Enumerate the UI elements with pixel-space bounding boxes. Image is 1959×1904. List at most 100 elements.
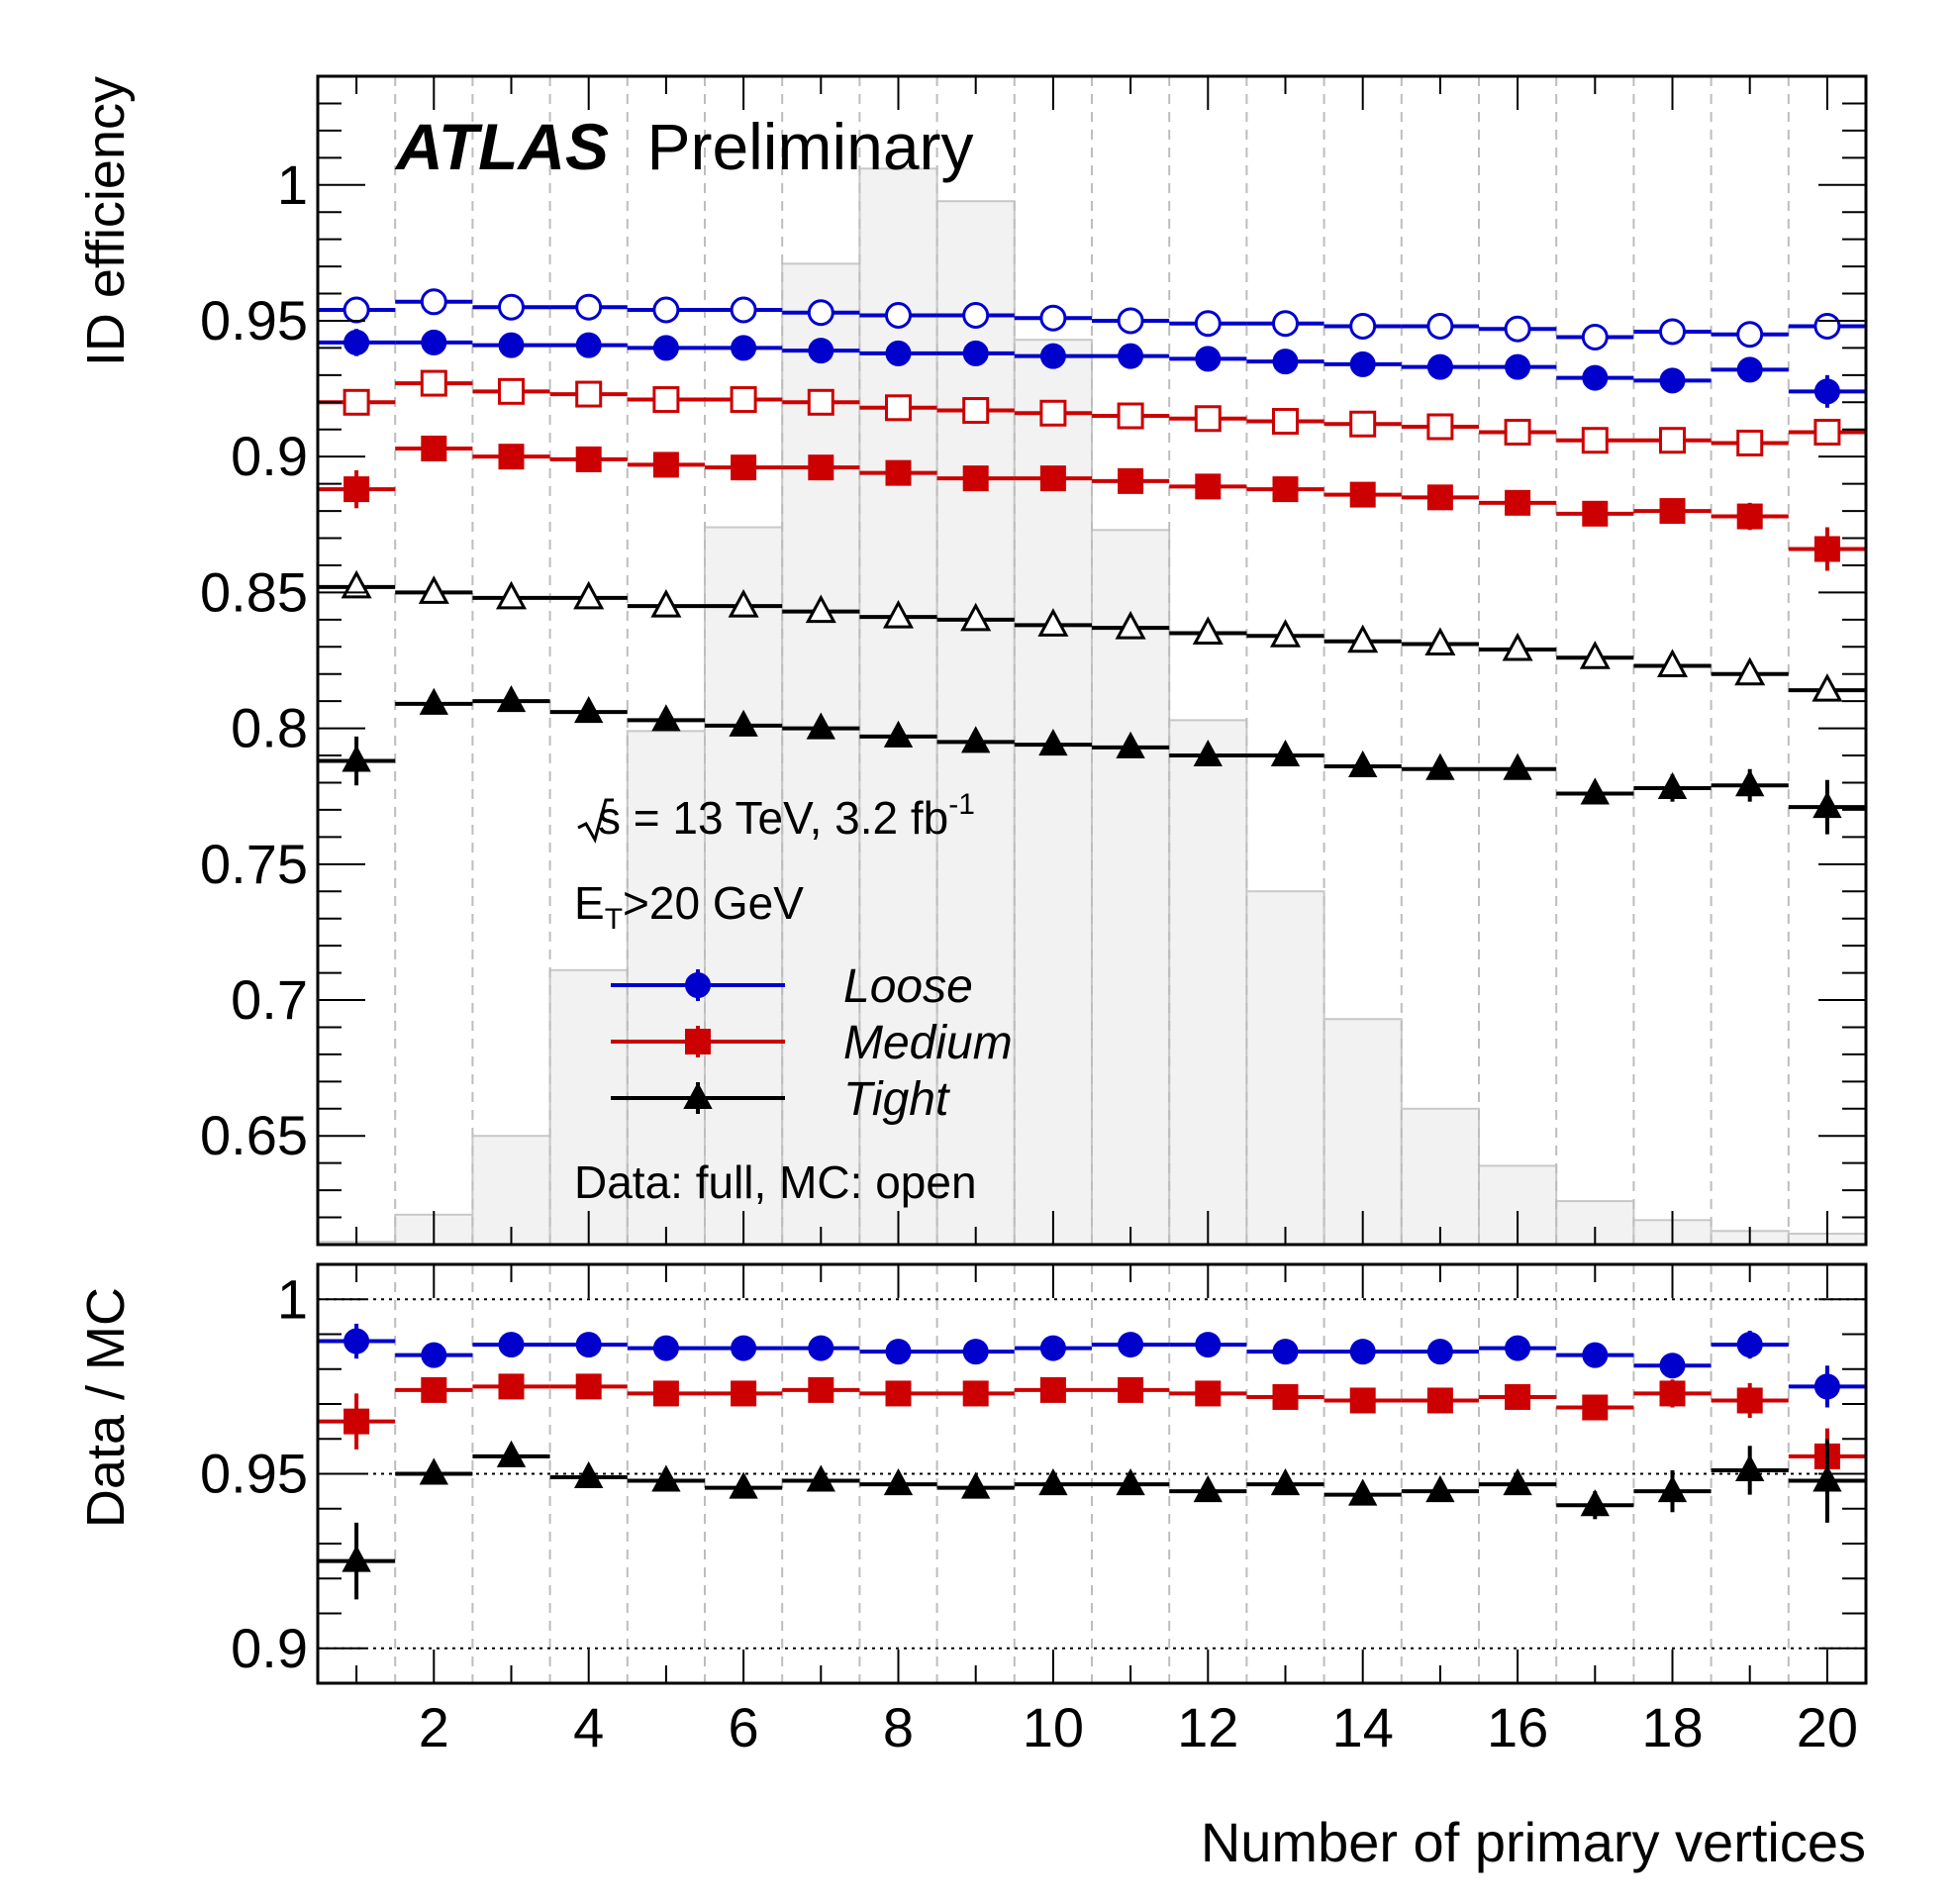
ratio-panel: 0.9 0.95 1 2 4 6 8 10 12 14 16 18 20 Data / MC Numb… — [76, 1262, 1868, 1873]
histogram-bar — [1245, 890, 1325, 1246]
y-tick-label: 0.9 — [231, 425, 308, 487]
efficiency-series — [318, 288, 1866, 835]
data-point — [651, 704, 681, 732]
series-tight — [318, 685, 1866, 835]
luminosity-superscript: -1 — [948, 788, 975, 821]
data-point — [1582, 1342, 1609, 1368]
y-tick-label: 0.75 — [200, 833, 308, 895]
series-loose-mc — [318, 288, 1866, 351]
data-point — [1736, 356, 1763, 383]
ratio-series — [318, 1323, 1866, 1600]
legend-marker — [683, 1081, 713, 1109]
data-mc-annotation: Data: full, MC: open — [574, 1156, 977, 1208]
data-point — [1502, 632, 1533, 661]
data-point — [1195, 346, 1222, 372]
data-point — [807, 388, 834, 416]
x-tick-label: 6 — [729, 1696, 759, 1758]
data-point — [1272, 349, 1299, 375]
data-point — [1039, 465, 1066, 492]
data-point — [885, 340, 912, 366]
data-point — [961, 726, 991, 753]
x-axis-title: Number of primary vertices — [1201, 1811, 1866, 1873]
series-tight — [318, 1439, 1866, 1600]
data-point — [1426, 1387, 1453, 1414]
data-point — [882, 599, 915, 629]
data-point — [1504, 418, 1531, 446]
et-threshold: >20 GeV — [623, 877, 804, 929]
data-point — [1348, 750, 1378, 778]
data-point — [575, 293, 603, 321]
data-point — [1813, 418, 1841, 446]
data-point — [1272, 310, 1299, 338]
data-point — [652, 1380, 679, 1407]
ratio-grid — [318, 1264, 1866, 1683]
efficiency-y-axis-title: ID efficiency — [76, 76, 136, 366]
y-tick-label: 0.95 — [200, 1443, 308, 1505]
data-point — [1426, 413, 1454, 441]
data-point — [1349, 312, 1377, 340]
x-tick-label: 10 — [1023, 1696, 1084, 1758]
data-point — [1195, 1380, 1222, 1407]
x-tick-label: 20 — [1797, 1696, 1858, 1758]
et-cut-annotation: ET>20 GeV — [574, 877, 804, 936]
x-tick-label: 2 — [419, 1696, 449, 1758]
data-point — [421, 1342, 447, 1368]
y-tick-label: 0.8 — [231, 697, 308, 759]
data-point — [731, 1335, 757, 1361]
data-point — [1580, 777, 1610, 805]
data-point — [1272, 476, 1299, 503]
data-point — [1349, 351, 1376, 377]
data-point — [498, 1373, 525, 1400]
data-point — [419, 1457, 448, 1485]
data-point — [1813, 378, 1840, 405]
data-point — [1039, 1376, 1066, 1403]
data-point — [808, 454, 834, 481]
data-point — [1812, 791, 1842, 819]
data-point — [1039, 304, 1067, 332]
data-point — [495, 580, 528, 610]
legend-marker — [685, 972, 711, 998]
data-point — [1657, 771, 1688, 799]
data-point — [1425, 752, 1455, 780]
histogram-bar — [1322, 1018, 1403, 1246]
data-point — [343, 296, 370, 324]
y-tick-label: 1 — [277, 153, 308, 216]
histogram-bar — [781, 262, 861, 1247]
legend-item-tight: Tight — [611, 1073, 950, 1126]
data-point — [1503, 1467, 1532, 1496]
data-point — [1193, 1475, 1223, 1503]
data-point — [1426, 484, 1453, 511]
data-point — [1582, 364, 1609, 391]
data-point — [1736, 1387, 1763, 1414]
data-point — [1117, 307, 1144, 335]
data-point — [575, 380, 603, 408]
data-point — [1195, 1332, 1222, 1358]
energy-annotation: s = 13 TeV, 3.2 fb-1 — [577, 788, 975, 844]
data-point — [496, 685, 527, 713]
data-point — [730, 386, 757, 414]
data-point — [883, 1467, 914, 1496]
data-point — [962, 1380, 989, 1407]
data-point — [1270, 739, 1301, 767]
data-point — [575, 1373, 602, 1400]
data-point — [343, 1408, 370, 1435]
data-point — [1812, 1464, 1842, 1492]
y-tick-label: 0.85 — [200, 560, 308, 623]
series-loose — [318, 329, 1866, 408]
series-medium — [318, 435, 1866, 571]
data-point — [885, 1339, 912, 1365]
data-point — [1118, 1376, 1144, 1403]
data-point — [1195, 473, 1222, 500]
x-tick-label: 14 — [1332, 1696, 1394, 1758]
data-point — [806, 712, 835, 740]
x-tick-labels: 2 4 6 8 10 12 14 16 18 20 — [419, 1696, 1858, 1758]
sqrt-symbol — [577, 798, 614, 844]
data-point — [962, 465, 989, 492]
efficiency-y-tick-labels: 0.65 0.7 0.75 0.8 0.85 0.9 0.95 1 — [200, 153, 308, 1166]
data-point — [962, 301, 990, 329]
data-point — [1192, 616, 1224, 646]
data-point — [807, 299, 834, 327]
data-point — [1116, 1467, 1145, 1496]
